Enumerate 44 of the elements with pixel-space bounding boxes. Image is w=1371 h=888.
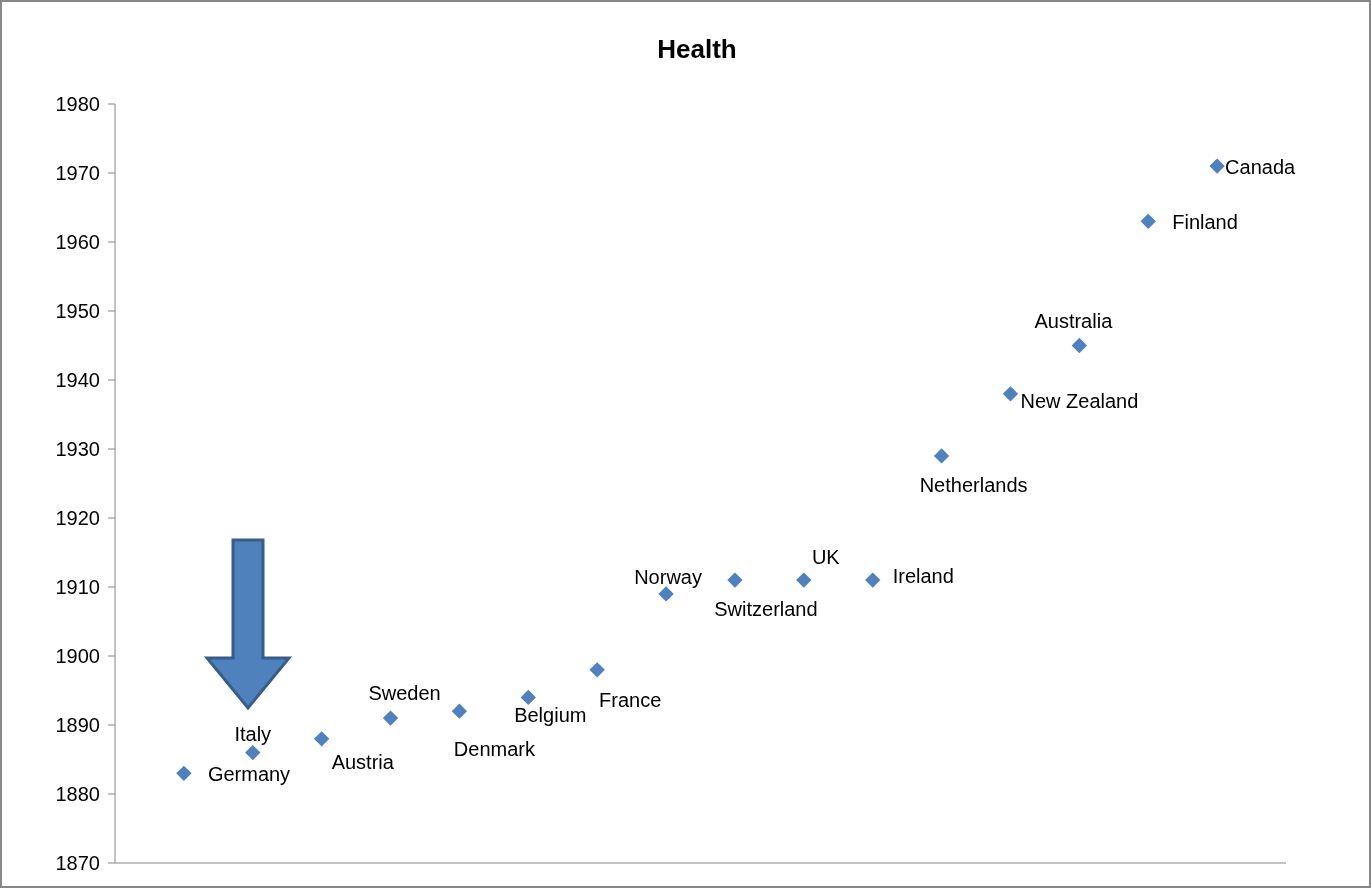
- point: [1209, 158, 1225, 174]
- annotation: New Zealand: [1020, 389, 1139, 412]
- y-tick-label: 1950: [55, 300, 100, 322]
- annotation: Austria: [331, 750, 395, 773]
- y-tick-label: 1870: [55, 852, 100, 874]
- annotation: Canada: [1225, 156, 1297, 179]
- y-tick-label: 1890: [55, 714, 100, 736]
- y-tick-label: 1910: [55, 576, 100, 598]
- point: [933, 448, 950, 464]
- annotation: Netherlands: [919, 473, 1028, 496]
- point: [451, 703, 468, 719]
- annotation: Finland: [1172, 211, 1238, 234]
- point: [865, 572, 881, 588]
- point: [1140, 213, 1156, 229]
- point: [382, 710, 399, 726]
- annotation: Italy: [234, 722, 272, 745]
- point: [796, 572, 812, 588]
- point: [1071, 337, 1088, 354]
- point: [520, 689, 536, 706]
- annotation: UK: [811, 546, 841, 569]
- annotation: Belgium: [514, 704, 587, 727]
- y-tick-label: 1920: [55, 507, 100, 529]
- y-tick-label: 1940: [55, 369, 100, 391]
- point: [245, 744, 261, 761]
- point: [313, 731, 330, 747]
- point: [589, 662, 605, 678]
- y-tick-label: 1960: [55, 231, 100, 253]
- annotation: Germany: [207, 763, 291, 786]
- annotation: Australia: [1034, 309, 1114, 332]
- annotation: Norway: [634, 565, 702, 588]
- y-tick-label: 1970: [55, 162, 100, 184]
- annotation: Denmark: [453, 738, 536, 761]
- y-tick-label: 1900: [55, 645, 100, 667]
- point: [1002, 386, 1019, 402]
- y-tick-label: 1980: [55, 93, 100, 115]
- annotation: France: [599, 688, 662, 711]
- chart-title: Health: [657, 34, 737, 64]
- annotation: Sweden: [368, 682, 441, 705]
- y-tick-label: 1880: [55, 783, 100, 805]
- y-tick-label: 1930: [55, 438, 100, 460]
- point: [176, 765, 192, 781]
- annotation: Switzerland: [714, 598, 818, 621]
- point: [727, 572, 743, 588]
- annotation: Ireland: [892, 565, 954, 588]
